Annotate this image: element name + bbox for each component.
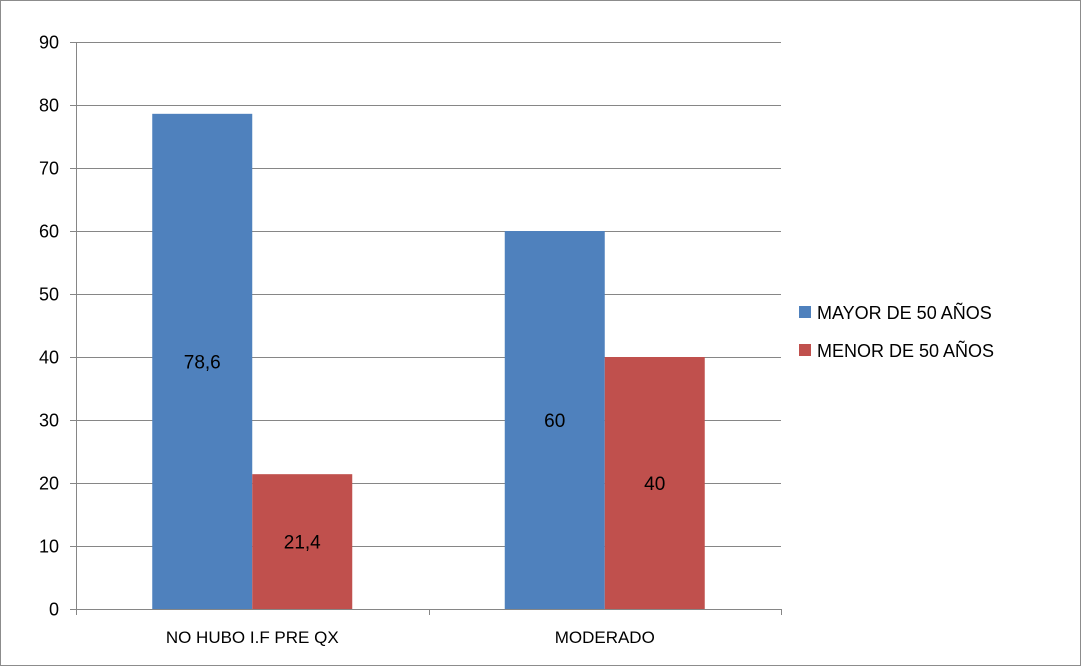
y-tick-label: 90	[39, 33, 59, 53]
legend-entry-label: MENOR DE 50 AÑOS	[817, 340, 994, 361]
bar	[604, 357, 705, 609]
bar	[252, 474, 353, 609]
y-tick-label: 50	[39, 285, 59, 305]
bar	[152, 113, 253, 609]
y-tick-label: 80	[39, 96, 59, 116]
legend-swatch	[799, 344, 811, 356]
bar	[504, 231, 605, 609]
y-tick-label: 40	[39, 348, 59, 368]
data-label: 21,4	[284, 533, 321, 554]
y-tick-label: 60	[39, 222, 59, 242]
x-category-label: NO HUBO I.F PRE QX	[166, 628, 339, 647]
bars	[152, 113, 705, 609]
y-tick-label: 10	[39, 537, 59, 557]
y-tick-label: 0	[49, 600, 59, 620]
data-label: 78,6	[184, 352, 221, 373]
data-label: 60	[544, 411, 565, 432]
y-tick-label: 20	[39, 474, 59, 494]
axes: 0 10 20 30 40 50 60 70 80 90 NO HUBO I.F PRE QX MOD…	[39, 33, 782, 647]
y-tick-label: 30	[39, 411, 59, 431]
legend-entry-label: MAYOR DE 50 AÑOS	[817, 302, 992, 323]
data-labels: 78,6 21,4 60 40	[184, 352, 666, 553]
data-label: 40	[644, 474, 665, 495]
legend: MAYOR DE 50 AÑOS MENOR DE 50 AÑOS	[799, 302, 994, 361]
y-tick-label: 70	[39, 159, 59, 179]
legend-swatch	[799, 306, 811, 318]
x-category-label: MODERADO	[555, 628, 655, 647]
